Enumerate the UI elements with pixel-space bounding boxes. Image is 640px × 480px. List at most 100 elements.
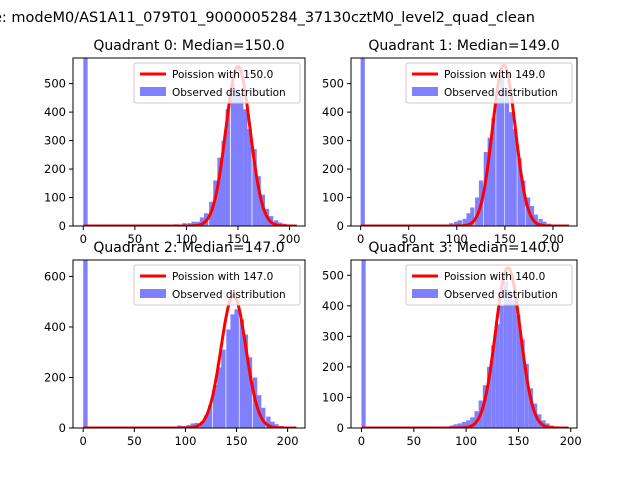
subplot-3: 0 50 100 150 200 0 100 200 300 400 500 Quadrant 3: … <box>322 240 582 448</box>
histogram-bar <box>226 329 231 428</box>
y-tick-label: 0 <box>337 219 344 233</box>
histogram-bar <box>495 324 500 428</box>
histogram-bar <box>524 363 529 428</box>
histogram-bar <box>491 345 496 428</box>
histogram-bar <box>507 290 513 428</box>
x-tick-label: 50 <box>128 232 143 246</box>
histogram-bar <box>239 95 244 226</box>
y-tick-label: 400 <box>44 105 66 119</box>
histogram-bar <box>470 417 475 428</box>
x-tick-label: 150 <box>507 434 529 448</box>
y-tick-label: 400 <box>322 299 344 313</box>
y-tick-label: 500 <box>322 77 344 91</box>
histogram-bar <box>274 424 279 428</box>
histogram-bar <box>239 319 244 428</box>
histogram-bar <box>520 339 525 428</box>
x-tick-label: 150 <box>226 434 248 448</box>
histogram-bar <box>360 58 365 226</box>
legend-bar-swatch <box>412 289 438 298</box>
legend-label-poisson: Poission with 150.0 <box>172 69 273 81</box>
y-tick-label: 300 <box>322 329 344 343</box>
histogram-bar <box>466 213 471 226</box>
histogram-bar <box>203 415 209 428</box>
histogram-bar <box>252 149 257 226</box>
x-tick-label: 50 <box>401 232 416 246</box>
histogram-bar <box>190 423 195 428</box>
x-tick-label: 50 <box>406 434 421 448</box>
y-tick-label: 200 <box>44 370 66 384</box>
histogram-bar <box>243 109 248 226</box>
histogram-bar <box>274 220 279 226</box>
histogram-bar <box>213 385 218 428</box>
histogram-bar <box>542 221 547 226</box>
histogram-bar <box>466 420 471 428</box>
histogram-bar <box>234 309 239 428</box>
legend-bar-swatch <box>140 87 166 96</box>
subplot-2: 0 50 100 150 200 0 200 400 600 Quadrant 2: Median… <box>44 240 306 448</box>
x-tick-label: 150 <box>227 232 249 246</box>
histogram-bar <box>517 157 522 226</box>
subplot-1: 0 50 100 150 200 0 100 200 300 400 500 Quadrant 1: … <box>322 38 578 246</box>
bars-group <box>361 260 559 428</box>
histogram-bar <box>462 218 467 226</box>
x-tick-label: 100 <box>455 434 477 448</box>
x-tick-label: 200 <box>542 232 564 246</box>
legend-label-observed: Observed distribution <box>172 289 286 301</box>
axes-frame <box>72 259 306 429</box>
y-tick-label: 500 <box>44 77 66 91</box>
histogram-bar <box>217 157 222 226</box>
histogram-bar <box>491 117 496 226</box>
histogram-bar <box>207 405 213 428</box>
x-tick-label: 200 <box>277 434 299 448</box>
bars-group <box>83 58 295 226</box>
histogram-bar <box>83 58 88 226</box>
legend-label-poisson: Poission with 149.0 <box>444 69 545 81</box>
histogram-bar <box>470 207 475 226</box>
subplot-title: Quadrant 2: Median=147.0 <box>93 240 284 256</box>
histogram-bar <box>516 314 521 428</box>
histogram-bar <box>361 260 366 428</box>
histogram-bar <box>243 334 249 428</box>
legend: Poission with 140.0 Observed distribution <box>405 264 573 306</box>
legend: Poission with 147.0 Observed distribution <box>133 264 301 306</box>
histogram-bar <box>496 97 501 226</box>
y-tick-label: 0 <box>59 421 66 435</box>
histogram-bar <box>521 180 526 226</box>
x-tick-label: 150 <box>494 232 516 246</box>
legend-box <box>405 264 573 306</box>
histogram-bar <box>461 421 467 428</box>
histogram-bar <box>256 176 261 226</box>
y-tick-label: 600 <box>44 269 66 283</box>
y-tick-label: 200 <box>44 162 66 176</box>
y-tick-label: 400 <box>44 320 66 334</box>
histogram-bar <box>500 75 505 226</box>
histogram-bar <box>504 89 510 226</box>
histogram-bar <box>508 112 513 226</box>
histogram-bar <box>266 416 271 428</box>
subplot-title: Quadrant 3: Median=140.0 <box>368 240 559 256</box>
y-tick-label: 100 <box>322 390 344 404</box>
y-tick-label: 100 <box>322 191 344 205</box>
y-tick-label: 0 <box>59 219 66 233</box>
histogram-bar <box>234 89 240 226</box>
histogram-bar <box>538 218 543 226</box>
legend-label-poisson: Poission with 147.0 <box>172 271 273 283</box>
x-tick-label: 200 <box>279 232 301 246</box>
legend: Poission with 150.0 Observed distribution <box>133 62 301 104</box>
histogram-bar <box>221 140 226 226</box>
histogram-bar <box>528 388 534 428</box>
legend-label-poisson: Poission with 140.0 <box>444 271 545 283</box>
histogram-bar <box>512 299 517 428</box>
legend-box <box>133 264 301 306</box>
histogram-bar <box>191 221 196 226</box>
y-tick-label: 0 <box>337 421 344 435</box>
legend-label-observed: Observed distribution <box>444 289 558 301</box>
legend-box <box>133 62 301 104</box>
legend-box <box>405 62 573 104</box>
x-tick-label: 0 <box>80 434 87 448</box>
axes-frame <box>350 259 578 429</box>
histogram-bar <box>457 423 462 428</box>
histogram-bar <box>230 314 235 428</box>
y-tick-label: 400 <box>322 105 344 119</box>
